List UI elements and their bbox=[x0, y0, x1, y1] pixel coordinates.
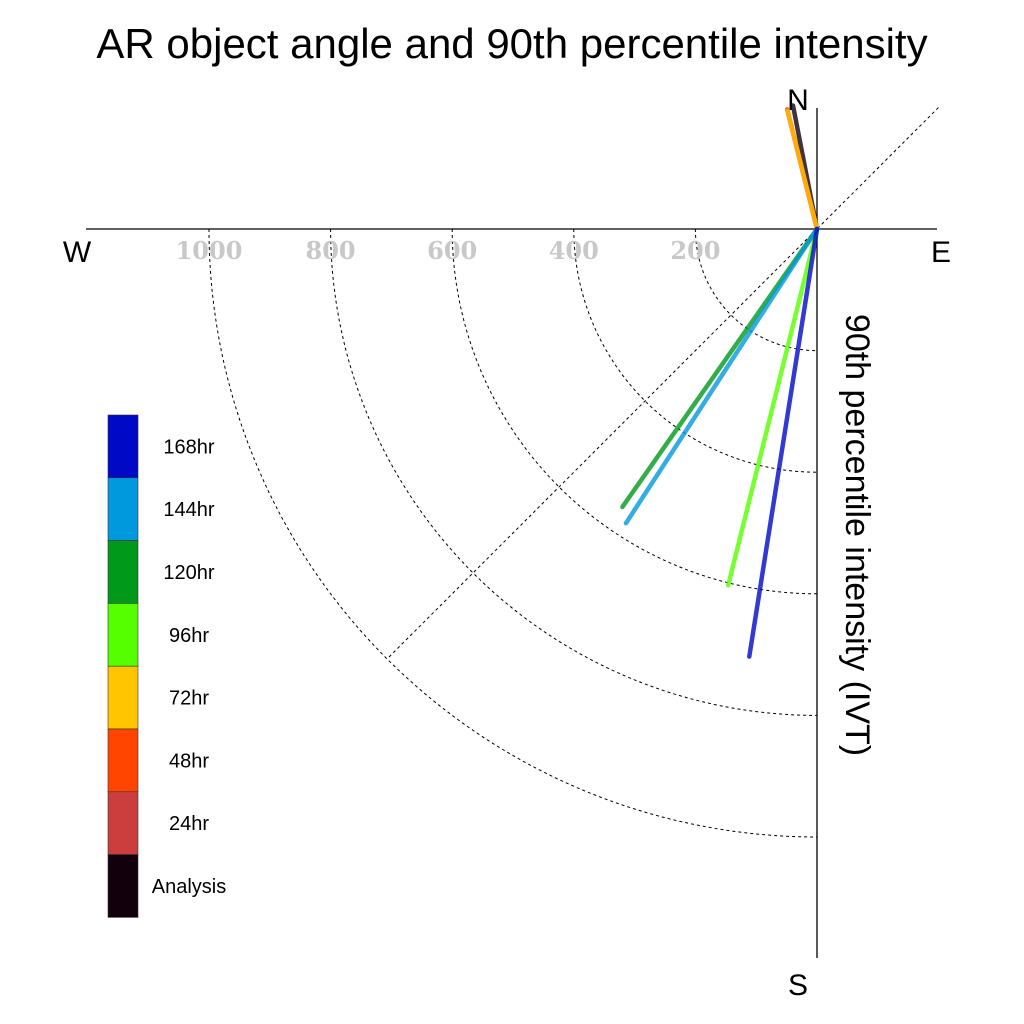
intensity-vectors bbox=[620, 103, 820, 659]
legend-label-120hr: 120hr bbox=[163, 562, 214, 584]
vector-144hr bbox=[623, 226, 820, 526]
diagonal-reference-line bbox=[388, 105, 941, 658]
legend: 168hr 144hr 120hr 96hr 72hr 48hr 24hr Analysis bbox=[107, 414, 226, 918]
north-label: N bbox=[787, 84, 809, 117]
chart-title: AR object angle and 90th percentile inte… bbox=[96, 20, 927, 67]
legend-label-48hr: 48hr bbox=[169, 750, 209, 772]
vector-72hr bbox=[785, 108, 820, 232]
radial-tick-label: 1000 bbox=[176, 236, 243, 265]
legend-label-72hr: 72hr bbox=[169, 688, 209, 710]
legend-label-24hr: 24hr bbox=[169, 813, 209, 835]
legend-label-analysis: Analysis bbox=[152, 876, 226, 898]
south-label: S bbox=[788, 969, 808, 1002]
radial-tick-label: 800 bbox=[306, 236, 356, 265]
legend-swatch-48hr bbox=[107, 728, 139, 793]
legend-swatch-24hr bbox=[107, 791, 139, 855]
y-axis-label: 90th percentile intensity (IVT) bbox=[838, 314, 876, 756]
grid-arc-600 bbox=[451, 228, 818, 595]
grid-arc-1000 bbox=[208, 228, 818, 838]
legend-swatch-120hr bbox=[107, 540, 139, 604]
grid-arc-400 bbox=[573, 228, 818, 473]
radial-tick-label: 600 bbox=[427, 236, 477, 265]
radial-tick-labels: 200 400 600 800 1000 bbox=[176, 236, 721, 265]
legend-label-144hr: 144hr bbox=[163, 499, 214, 521]
legend-swatch-96hr bbox=[107, 603, 139, 667]
radial-grid bbox=[208, 228, 818, 838]
radial-tick-label: 400 bbox=[549, 236, 599, 265]
west-label: W bbox=[63, 236, 92, 269]
legend-label-168hr: 168hr bbox=[163, 436, 214, 458]
legend-swatch-72hr bbox=[107, 665, 139, 730]
east-label: E bbox=[931, 236, 951, 269]
radial-tick-label: 200 bbox=[670, 236, 720, 265]
vector-168hr bbox=[747, 226, 820, 659]
legend-swatch-144hr bbox=[107, 477, 139, 541]
legend-swatch-168hr bbox=[107, 414, 139, 479]
legend-swatch-analysis bbox=[107, 854, 139, 918]
vector-96hr bbox=[725, 226, 820, 588]
legend-label-96hr: 96hr bbox=[169, 625, 209, 647]
grid-arc-200 bbox=[694, 228, 818, 352]
grid-arc-800 bbox=[330, 228, 818, 716]
